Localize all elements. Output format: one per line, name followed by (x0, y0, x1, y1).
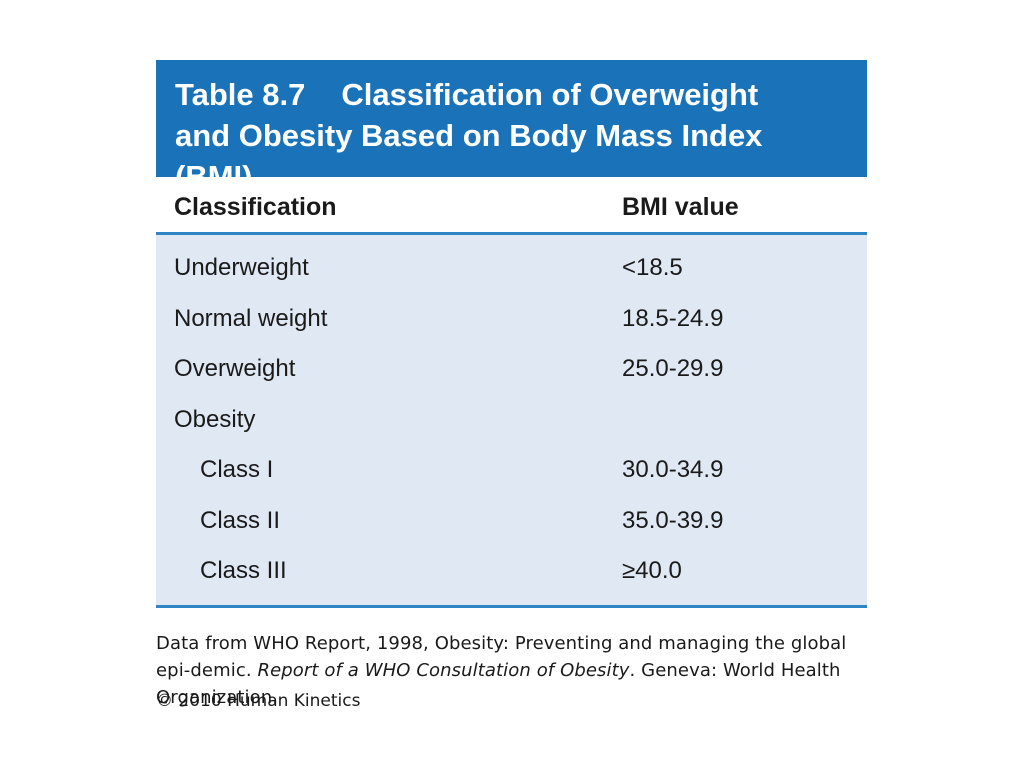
row-value: ≥40.0 (622, 557, 682, 585)
table-row: Overweight 25.0-29.9 (156, 344, 867, 395)
table-row: Class II 35.0-39.9 (156, 496, 867, 547)
table-title-line-1: Table 8.7 Classification of Overweight (175, 74, 847, 115)
table-row: Class I 30.0-34.9 (156, 445, 867, 496)
row-value: 25.0-29.9 (622, 355, 724, 383)
table-row: Obesity (156, 395, 867, 446)
row-label: Normal weight (174, 304, 328, 332)
row-label: Class II (200, 506, 281, 534)
row-label: Obesity (174, 405, 256, 433)
copyright-notice: © 2010 Human Kinetics (156, 691, 361, 711)
row-label: Underweight (174, 254, 309, 282)
table-body: Underweight <18.5 Normal weight 18.5-24.… (156, 235, 867, 608)
row-value: 30.0-34.9 (622, 456, 724, 484)
table-title-line-3: (BMI) (175, 159, 253, 194)
row-value: <18.5 (622, 254, 683, 282)
table-row: Class III ≥40.0 (156, 546, 867, 597)
table-title-text-1: Classification of Overweight (341, 77, 759, 112)
table-title-line-2: and Obesity Based on Body Mass Index (175, 118, 763, 153)
table-row: Underweight <18.5 (156, 243, 867, 294)
source-footnote: Data from WHO Report, 1998, Obesity: Pre… (156, 630, 876, 711)
row-label: Class III (200, 557, 287, 585)
footnote-italic-title: Report of a WHO Consultation of Obesity (257, 660, 630, 681)
row-value: 18.5-24.9 (622, 304, 724, 332)
table-header-row: Classification BMI value (156, 177, 867, 235)
header-classification: Classification (174, 193, 337, 221)
table-title-band: Table 8.7 Classification of Overweight an… (156, 60, 867, 194)
footnote-text-1: Data from WHO Report, 1998, Obesity: Pre… (156, 633, 847, 681)
table-number: Table 8.7 (175, 77, 306, 112)
row-value: 35.0-39.9 (622, 506, 724, 534)
row-label: Overweight (174, 355, 296, 383)
footnote-text-2: . Geneva: World Health Organization. (156, 660, 841, 708)
table-row: Normal weight 18.5-24.9 (156, 294, 867, 345)
bmi-table: Table 8.7 Classification of Overweight an… (156, 60, 867, 608)
row-label: Class I (200, 456, 274, 484)
header-bmi-value: BMI value (622, 193, 739, 221)
